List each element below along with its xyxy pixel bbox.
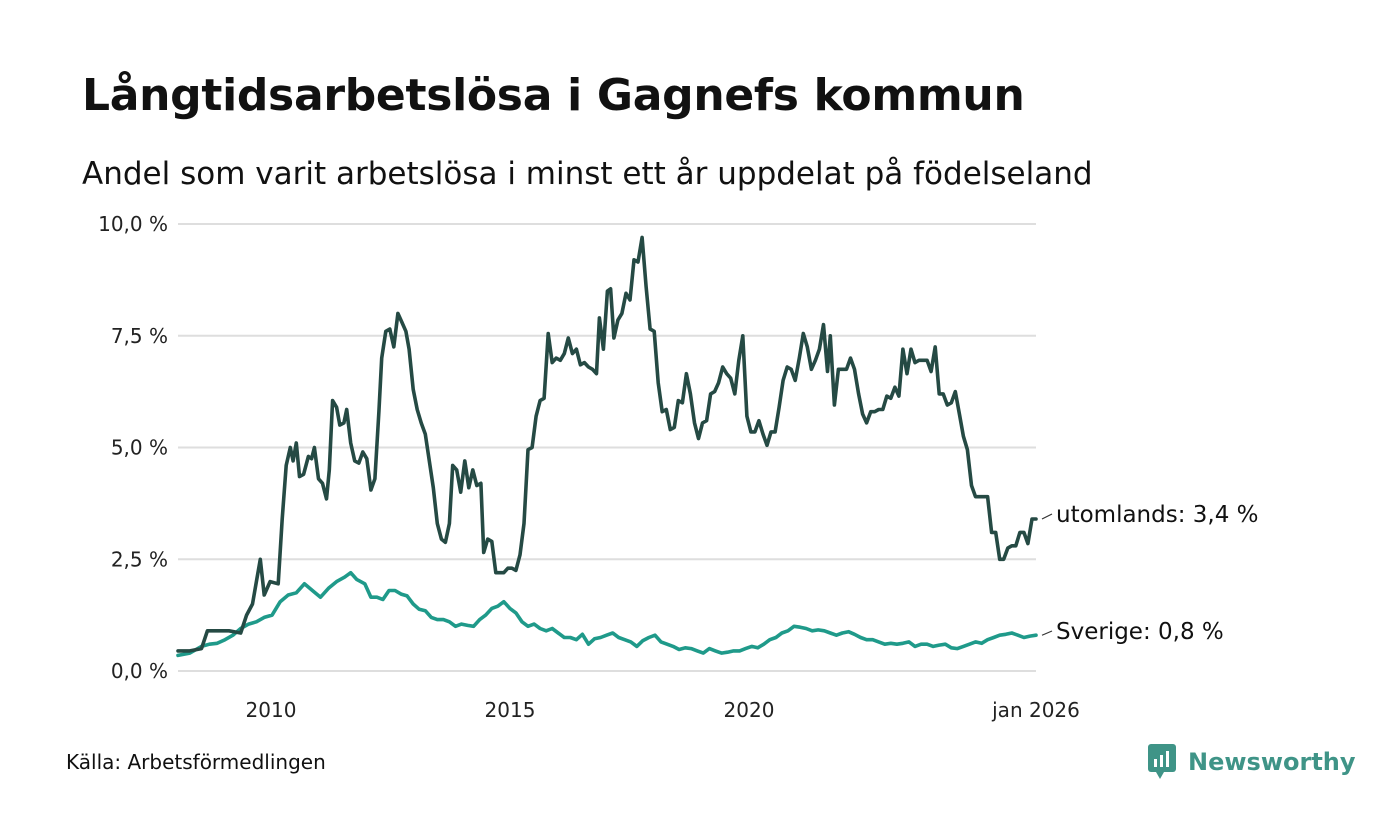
end-label-utomlands: utomlands: 3,4 %: [1056, 502, 1259, 528]
x-tick-label: 2015: [485, 698, 536, 722]
brand-name: Newsworthy: [1188, 748, 1356, 776]
end-label-connector: [1041, 630, 1053, 636]
y-tick-label: 5,0 %: [111, 436, 168, 460]
chart-subtitle: Andel som varit arbetslösa i minst ett å…: [82, 156, 1093, 192]
y-tick-label: 0,0 %: [111, 659, 168, 683]
y-axis-ticks: 0,0 % 2,5 % 5,0 % 7,5 % 10,0 %: [98, 212, 168, 683]
x-tick-label: jan 2026: [991, 698, 1080, 722]
y-tick-label: 7,5 %: [111, 324, 168, 348]
x-tick-label: 2010: [246, 698, 297, 722]
gridlines: [178, 223, 1036, 672]
end-labels: utomlands: 3,4 % Sverige: 0,8 %: [1041, 502, 1259, 645]
series-line-sverige: [176, 570, 1038, 658]
series-lines: [176, 235, 1038, 658]
y-tick-label: 2,5 %: [111, 547, 168, 571]
x-tick-label: 2020: [724, 698, 775, 722]
end-label-connector: [1041, 513, 1053, 520]
y-tick-label: 10,0 %: [98, 212, 168, 236]
chart-title: Långtidsarbetslösa i Gagnefs kommun: [82, 70, 1025, 121]
series-line-utomlands: [176, 235, 1038, 653]
x-axis-ticks: 2010 2015 2020 jan 2026: [246, 698, 1080, 722]
source-note: Källa: Arbetsförmedlingen: [66, 750, 326, 774]
end-label-sverige: Sverige: 0,8 %: [1056, 619, 1224, 645]
newsworthy-icon: [1148, 744, 1176, 779]
brand-logo: Newsworthy: [1148, 744, 1356, 780]
